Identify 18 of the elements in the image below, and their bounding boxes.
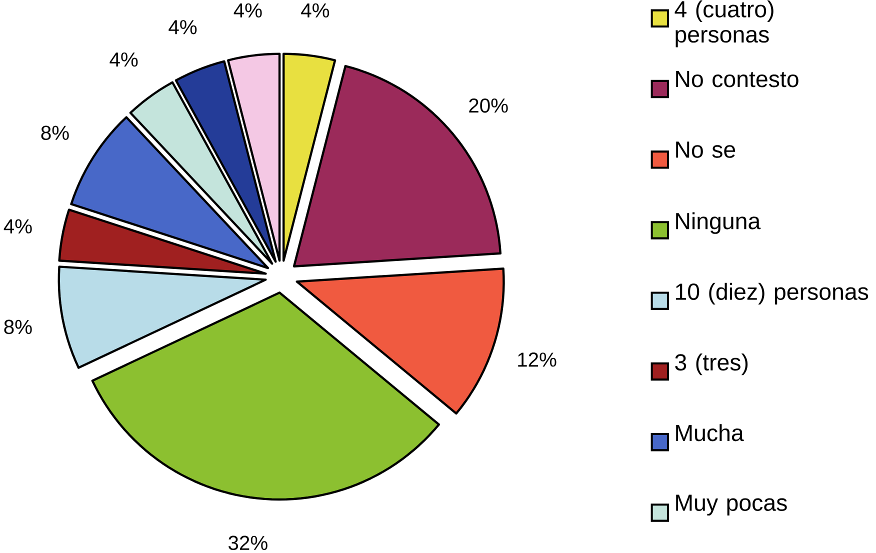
legend-label: No se [676, 141, 736, 158]
legend-label: 3 (tres) [675, 353, 748, 375]
data-label: 8% [4, 320, 32, 334]
data-label: 20% [469, 98, 508, 113]
data-label: 32% [228, 536, 268, 550]
legend-label: Ninguna [676, 212, 761, 234]
data-label: 4% [110, 52, 138, 66]
data-label: 8% [41, 126, 69, 140]
data-label: 12% [518, 352, 556, 366]
data-label: 4% [301, 3, 330, 18]
data-label: 4% [168, 20, 197, 34]
data-label: 4% [4, 219, 32, 234]
legend-label: Mucha [676, 424, 744, 441]
legend-label: No contesto [676, 70, 798, 88]
legend-label: 4 (cuatro) personas [674, 0, 774, 48]
legend-label: 10 (diez) personas [676, 282, 868, 304]
legend-label: Muy pocas [676, 494, 787, 516]
data-label: 4% [234, 3, 262, 18]
